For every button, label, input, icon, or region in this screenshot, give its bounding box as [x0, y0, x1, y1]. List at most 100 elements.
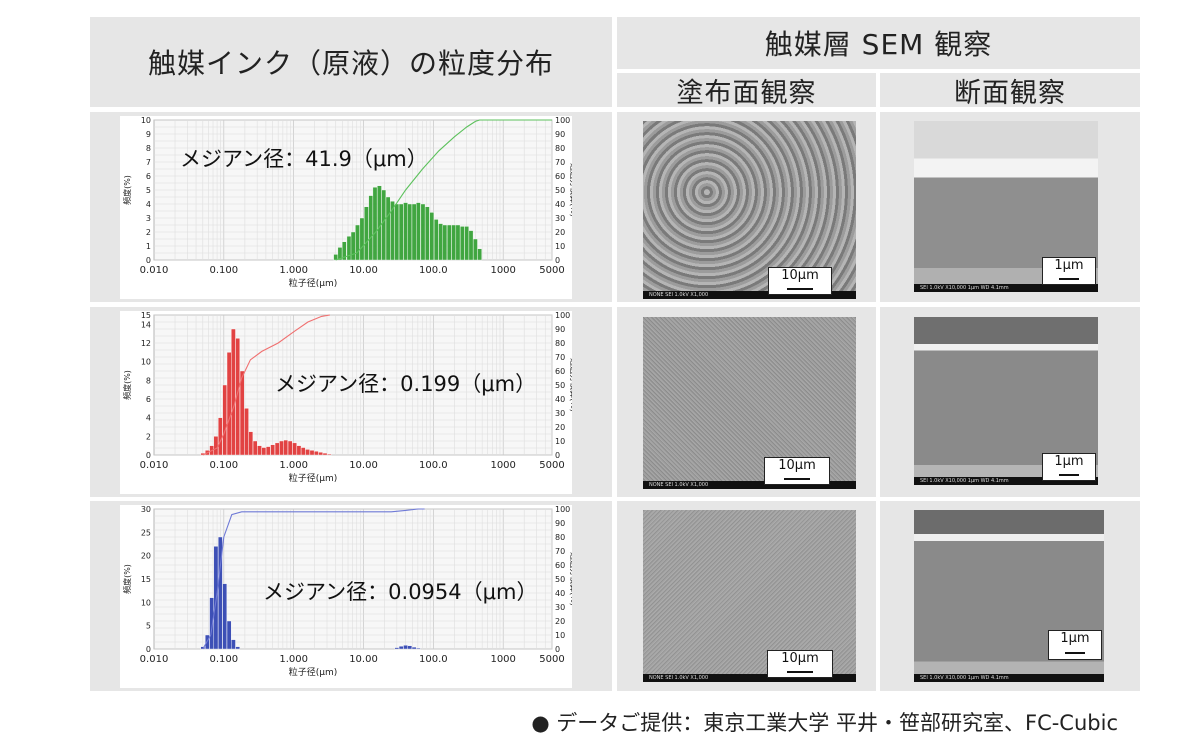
header-surface-label: 塗布面観察: [676, 77, 817, 109]
histogram-bar: [420, 203, 426, 261]
y-tick-label: 6: [146, 395, 151, 404]
x-tick-label: 0.010: [140, 654, 169, 665]
scale-line: [787, 671, 813, 673]
histogram-bar: [468, 230, 474, 261]
x-tick-label: 0.010: [140, 265, 169, 276]
x-tick-label: 0.100: [210, 265, 239, 276]
scale-bar-section-1: 1μm: [1042, 257, 1096, 285]
y2-tick-label: 80: [555, 533, 565, 542]
histogram-bar: [226, 620, 232, 650]
histogram-bar: [314, 451, 319, 456]
y2-tick-label: 90: [555, 519, 565, 528]
cumulative-line: [202, 314, 330, 456]
histogram-bar: [403, 202, 408, 261]
y-tick-label: 15: [141, 311, 151, 320]
histogram-bar: [350, 231, 356, 261]
histogram-bar: [248, 431, 254, 456]
y2-tick-label: 0: [555, 451, 560, 460]
chart-1: 0.010 0.100 1.000 10.00 100.0 1000 5000 0 1 2 3 4 5 6…: [120, 116, 572, 299]
sem-info-bar: [643, 674, 856, 682]
scale-bar-section-2: 1μm: [1042, 453, 1096, 481]
histogram-bar: [368, 195, 374, 261]
histogram-bar: [341, 241, 347, 261]
x-tick-label: 100.0: [419, 460, 448, 471]
scale-bar-surface-1: 10μm: [768, 267, 832, 295]
median-label-3: メジアン径：0.0954（μm）: [263, 580, 538, 604]
histogram-bar: [270, 444, 275, 456]
y2-tick-label: 60: [555, 561, 565, 570]
histogram-bar: [209, 597, 214, 650]
x-axis-label: 粒子径(μm): [289, 277, 338, 289]
chart-1-svg: 0.010 0.100 1.000 10.00 100.0 1000 50000123456…: [122, 116, 572, 289]
histogram-bar: [218, 417, 223, 456]
y2-tick-label: 70: [555, 353, 565, 362]
sem-section-2: SEI 1.0kV X10,000 1μm WD 4.1mm 1μm: [914, 317, 1098, 485]
scale-label: 1μm: [1054, 258, 1084, 273]
histogram-bar: [464, 226, 469, 261]
cumulative-line: [202, 508, 425, 650]
y2-tick-label: 70: [555, 158, 565, 167]
y2-tick-label: 10: [555, 437, 565, 446]
y2-tick-label: 20: [555, 228, 565, 237]
sem-info-bar: [643, 291, 856, 299]
histogram-bar: [296, 445, 302, 456]
y-tick-label: 1: [146, 242, 151, 251]
y2-tick-label: 0: [555, 645, 560, 654]
header-right: 触媒層 SEM 観察: [617, 17, 1140, 69]
y-tick-label: 8: [146, 144, 151, 153]
histogram-bar: [231, 639, 236, 650]
sem-info-text: NONE SEI 1.0kV X1,000: [649, 675, 709, 681]
scale-label: 1μm: [1060, 631, 1090, 646]
y-tick-label: 14: [141, 320, 151, 329]
header-left-title: 触媒インク（原液）の粒度分布: [147, 47, 554, 80]
y-tick-label: 0: [146, 256, 151, 265]
y2-tick-label: 40: [555, 200, 565, 209]
histogram-bar: [460, 226, 465, 261]
y-tick-label: 5: [146, 186, 151, 195]
x-tick-label: 1000: [490, 265, 515, 276]
y2-axis-label: 通過分積算(%): [569, 358, 572, 412]
histogram-bar: [416, 647, 421, 650]
histogram-bar: [394, 203, 400, 261]
y-tick-label: 2: [146, 432, 151, 441]
header-surface: 塗布面観察: [617, 73, 876, 109]
scale-bar-surface-2: 10μm: [764, 457, 830, 485]
y-axis-label: 頻度(%): [122, 564, 132, 594]
histogram-bar: [283, 439, 289, 456]
sem-info-text: NONE SEI 1.0kV X1,000: [649, 482, 709, 488]
sem-section-3: SEI 1.0kV X10,000 1μm WD 4.1mm 1μm: [914, 510, 1104, 682]
histogram-bar: [235, 646, 241, 650]
histogram-bar: [381, 189, 387, 261]
y2-tick-label: 100: [555, 505, 570, 514]
chart-3-svg: 0.010 0.100 1.000 10.00 100.0 1000 50000510152…: [122, 505, 572, 678]
histogram-bar: [218, 536, 223, 650]
histogram-bar: [252, 440, 258, 456]
histogram-bar: [235, 338, 241, 456]
header-section: 断面観察: [880, 73, 1140, 109]
y2-tick-label: 100: [555, 311, 570, 320]
y-axis-label: 頻度(%): [122, 175, 132, 205]
histogram-bar: [231, 328, 236, 456]
histogram-bar: [309, 450, 315, 456]
y2-tick-label: 70: [555, 547, 565, 556]
y2-tick-label: 40: [555, 395, 565, 404]
header-right-title: 触媒層 SEM 観察: [764, 28, 993, 61]
histogram-bar: [385, 196, 391, 261]
scale-label: 10μm: [781, 651, 819, 666]
histogram-bar: [473, 238, 478, 261]
histogram-bar: [442, 224, 448, 261]
x-tick-label: 1000: [490, 654, 515, 665]
y-tick-label: 10: [141, 116, 151, 125]
histogram-bar: [287, 440, 293, 456]
header-section-label: 断面観察: [954, 77, 1066, 109]
scale-line: [1059, 474, 1079, 476]
y2-tick-label: 80: [555, 339, 565, 348]
histogram-bar: [213, 436, 219, 456]
scale-line: [1065, 652, 1085, 654]
x-tick-label: 100.0: [419, 654, 448, 665]
y2-tick-label: 90: [555, 130, 565, 139]
y2-tick-label: 30: [555, 603, 565, 612]
histogram-bar: [355, 224, 360, 261]
y2-tick-label: 40: [555, 589, 565, 598]
histogram-bar: [398, 203, 404, 261]
